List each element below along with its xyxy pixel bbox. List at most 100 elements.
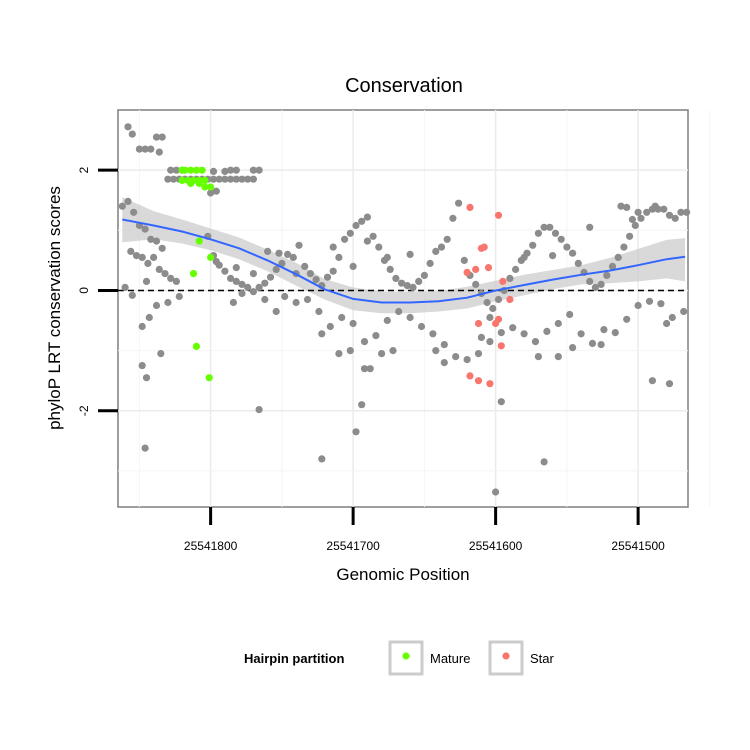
y-tick-label: 2 — [77, 166, 91, 173]
point-other — [318, 455, 326, 463]
x-axis-tick-labels: 25541800 25541700 25541600 25541500 — [184, 539, 665, 553]
x-tick-label: 25541700 — [326, 539, 380, 553]
point-other — [683, 208, 691, 216]
point-other — [440, 359, 448, 367]
point-other — [212, 187, 220, 195]
point-other — [620, 243, 628, 251]
point-other — [318, 330, 326, 338]
point-other — [415, 277, 423, 285]
point-other — [138, 362, 146, 370]
point-other — [141, 225, 149, 233]
point-other — [634, 208, 642, 216]
point-star — [474, 377, 483, 385]
point-other — [157, 350, 165, 358]
point-other — [591, 283, 600, 291]
point-star — [463, 268, 471, 276]
point-other — [221, 267, 229, 275]
point-mature — [187, 179, 195, 187]
point-other — [648, 377, 657, 385]
point-other — [323, 273, 332, 281]
smooth-confidence-ribbon — [122, 197, 686, 314]
point-other — [272, 307, 280, 316]
point-other — [295, 241, 303, 249]
point-other — [426, 259, 434, 267]
point-other — [608, 262, 617, 270]
point-other — [238, 280, 246, 288]
point-other — [281, 292, 289, 301]
point-other — [275, 249, 283, 257]
y-tick-label: -2 — [77, 405, 91, 416]
point-other — [369, 232, 377, 240]
point-other — [124, 197, 132, 205]
point-mature — [205, 374, 213, 382]
point-other — [244, 283, 252, 291]
point-other — [301, 262, 309, 270]
point-other — [569, 344, 577, 352]
point-other — [586, 277, 594, 285]
point-other — [341, 235, 349, 243]
legend-title: Hairpin partition — [244, 651, 344, 666]
point-other — [417, 322, 426, 331]
point-other — [227, 166, 235, 174]
legend: Hairpin partition Mature Star — [244, 640, 555, 676]
point-other — [440, 341, 448, 349]
point-other — [352, 428, 360, 436]
point-other — [358, 217, 366, 225]
point-other — [255, 283, 263, 291]
point-other — [127, 247, 135, 255]
point-other — [138, 253, 146, 261]
point-star — [506, 295, 514, 304]
point-other — [554, 319, 562, 328]
point-mature — [207, 253, 215, 261]
point-other — [366, 365, 374, 373]
point-star — [494, 315, 503, 323]
point-star — [499, 277, 507, 285]
point-other — [167, 166, 175, 174]
legend-label-mature: Mature — [430, 651, 470, 666]
y-axis-label: phyloP LRT conservation scores — [45, 186, 64, 430]
point-other — [534, 229, 543, 237]
point-other — [349, 319, 357, 328]
point-other — [238, 175, 246, 183]
point-other — [398, 279, 406, 287]
legend-dot-mature — [402, 652, 410, 660]
point-other — [145, 313, 153, 322]
point-other — [392, 274, 400, 282]
point-other — [483, 298, 491, 307]
point-other — [651, 202, 659, 210]
point-other — [574, 259, 582, 267]
point-other — [312, 276, 320, 284]
point-other — [600, 326, 608, 334]
point-other — [486, 313, 494, 322]
point-other — [566, 310, 574, 319]
point-mature — [192, 166, 200, 174]
point-other — [588, 339, 597, 347]
point-other — [346, 229, 354, 237]
point-other — [677, 208, 685, 216]
point-other — [429, 330, 437, 338]
point-other — [121, 283, 129, 291]
point-mature — [207, 183, 215, 191]
point-other — [170, 175, 178, 183]
point-other — [249, 175, 257, 183]
point-other — [227, 274, 235, 282]
point-star — [480, 243, 488, 251]
point-other — [124, 123, 132, 131]
y-axis-tick-labels: -2 0 2 — [77, 166, 91, 416]
point-other — [249, 288, 257, 296]
point-other — [232, 175, 240, 183]
point-other — [209, 167, 218, 175]
point-other — [463, 356, 471, 364]
point-other — [432, 247, 440, 255]
point-other — [577, 330, 585, 338]
point-other — [634, 301, 642, 310]
point-other — [335, 350, 343, 358]
point-other — [531, 338, 540, 346]
point-star — [484, 264, 493, 272]
point-other — [209, 175, 218, 183]
point-other — [172, 277, 180, 285]
point-mature — [198, 166, 206, 174]
point-other — [511, 265, 520, 273]
point-other — [375, 243, 383, 251]
point-other — [227, 175, 235, 183]
